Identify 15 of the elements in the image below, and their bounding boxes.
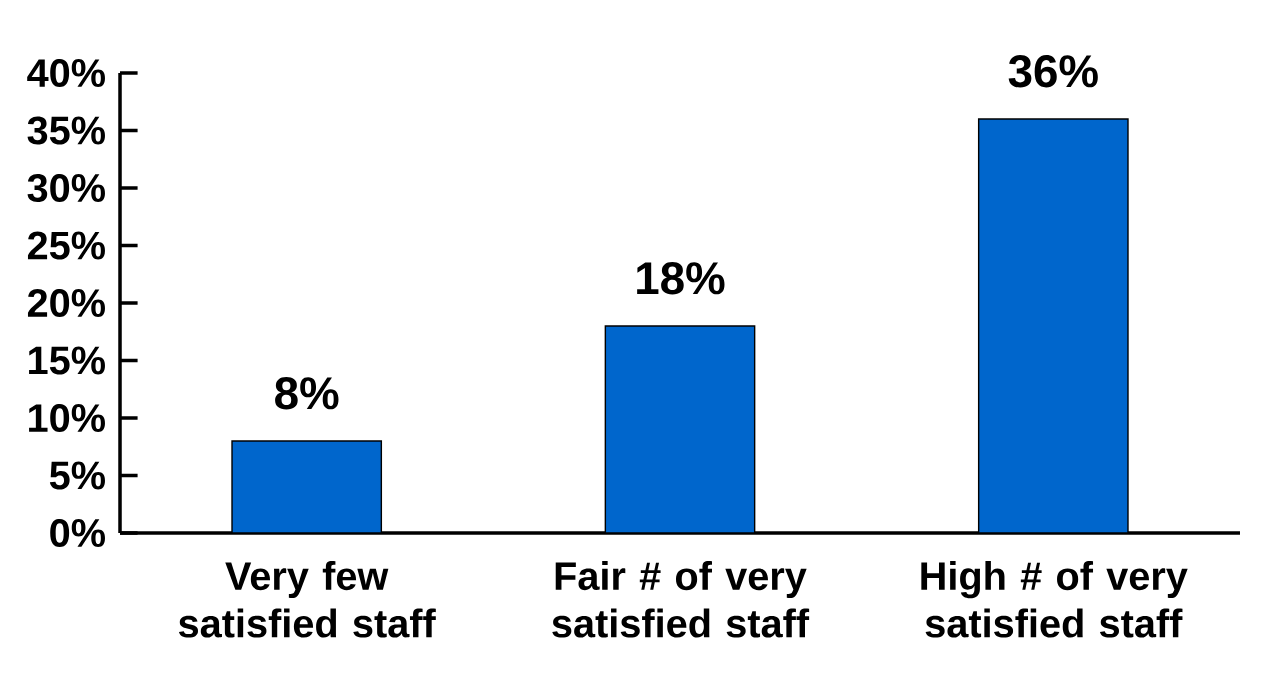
y-tick-label: 20% [27,288,105,318]
y-tick-label: 10% [29,403,105,433]
y-tick-label: 25% [27,231,105,260]
data-label: 18% [637,262,725,295]
y-tick-label: 35% [27,116,105,145]
data-label: 36% [1008,55,1098,88]
data-label: 8% [275,377,339,410]
y-tick-label: 5% [49,461,105,490]
y-tick-label: 30% [27,173,105,203]
y-tick-label: 15% [29,346,105,375]
y-tick-label: 40% [27,58,105,88]
x-tick-label: High # of very satisfied staff [921,560,1188,638]
x-tick-label: Very few satisfied staff [178,560,436,638]
x-tick-label: Fair # of very satisfied staff [552,560,810,638]
y-tick-label: 0% [50,518,105,548]
